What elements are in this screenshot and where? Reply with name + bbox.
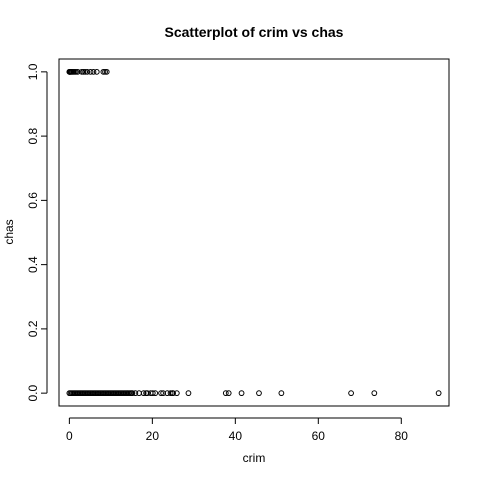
x-axis-label: crim [243, 451, 266, 465]
data-point [348, 390, 354, 397]
data-point [278, 390, 285, 397]
data-point [167, 390, 174, 397]
data-point [100, 68, 107, 75]
data-point [238, 390, 245, 397]
x-tick-label: 60 [312, 429, 326, 443]
data-point [160, 390, 167, 397]
data-point [78, 68, 85, 75]
plot-frame [58, 58, 450, 407]
y-axis: 0.0 0.2 0.4 0.6 0.8 1.0 [26, 63, 48, 401]
data-point [80, 68, 87, 75]
x-tick-label: 80 [395, 429, 409, 443]
data-point [87, 68, 94, 75]
data-points [66, 68, 442, 397]
data-point [225, 390, 232, 397]
x-tick-label: 20 [146, 429, 160, 443]
data-point [132, 390, 139, 397]
data-point [82, 68, 89, 75]
data-point [144, 390, 151, 397]
data-point [102, 68, 108, 75]
data-point [84, 68, 91, 75]
data-point [103, 68, 110, 75]
data-point [371, 390, 378, 397]
data-point [149, 390, 156, 397]
y-tick-label: 0.0 [26, 384, 40, 401]
data-point [93, 68, 100, 75]
data-point [158, 390, 164, 397]
data-point [90, 68, 97, 75]
data-point [170, 390, 176, 397]
data-point [173, 390, 180, 397]
y-tick-label: 0.8 [26, 127, 40, 144]
x-tick-label: 0 [66, 429, 73, 443]
y-tick-label: 0.6 [26, 192, 40, 209]
data-point [129, 390, 136, 397]
data-point [185, 390, 192, 397]
data-point [256, 390, 262, 397]
y-tick-label: 0.2 [26, 320, 40, 337]
data-point [140, 390, 147, 397]
data-point [152, 390, 159, 397]
x-tick-label: 40 [229, 429, 243, 443]
data-point [222, 390, 229, 397]
chart-title: Scatterplot of crim vs chas [165, 24, 344, 40]
x-axis: 0 20 40 60 80 [66, 417, 409, 443]
y-tick-label: 1.0 [26, 63, 40, 80]
data-point [435, 390, 442, 397]
y-axis-label: chas [2, 219, 16, 244]
data-point [73, 68, 79, 75]
y-tick-label: 0.4 [26, 256, 40, 273]
data-point [74, 68, 81, 75]
